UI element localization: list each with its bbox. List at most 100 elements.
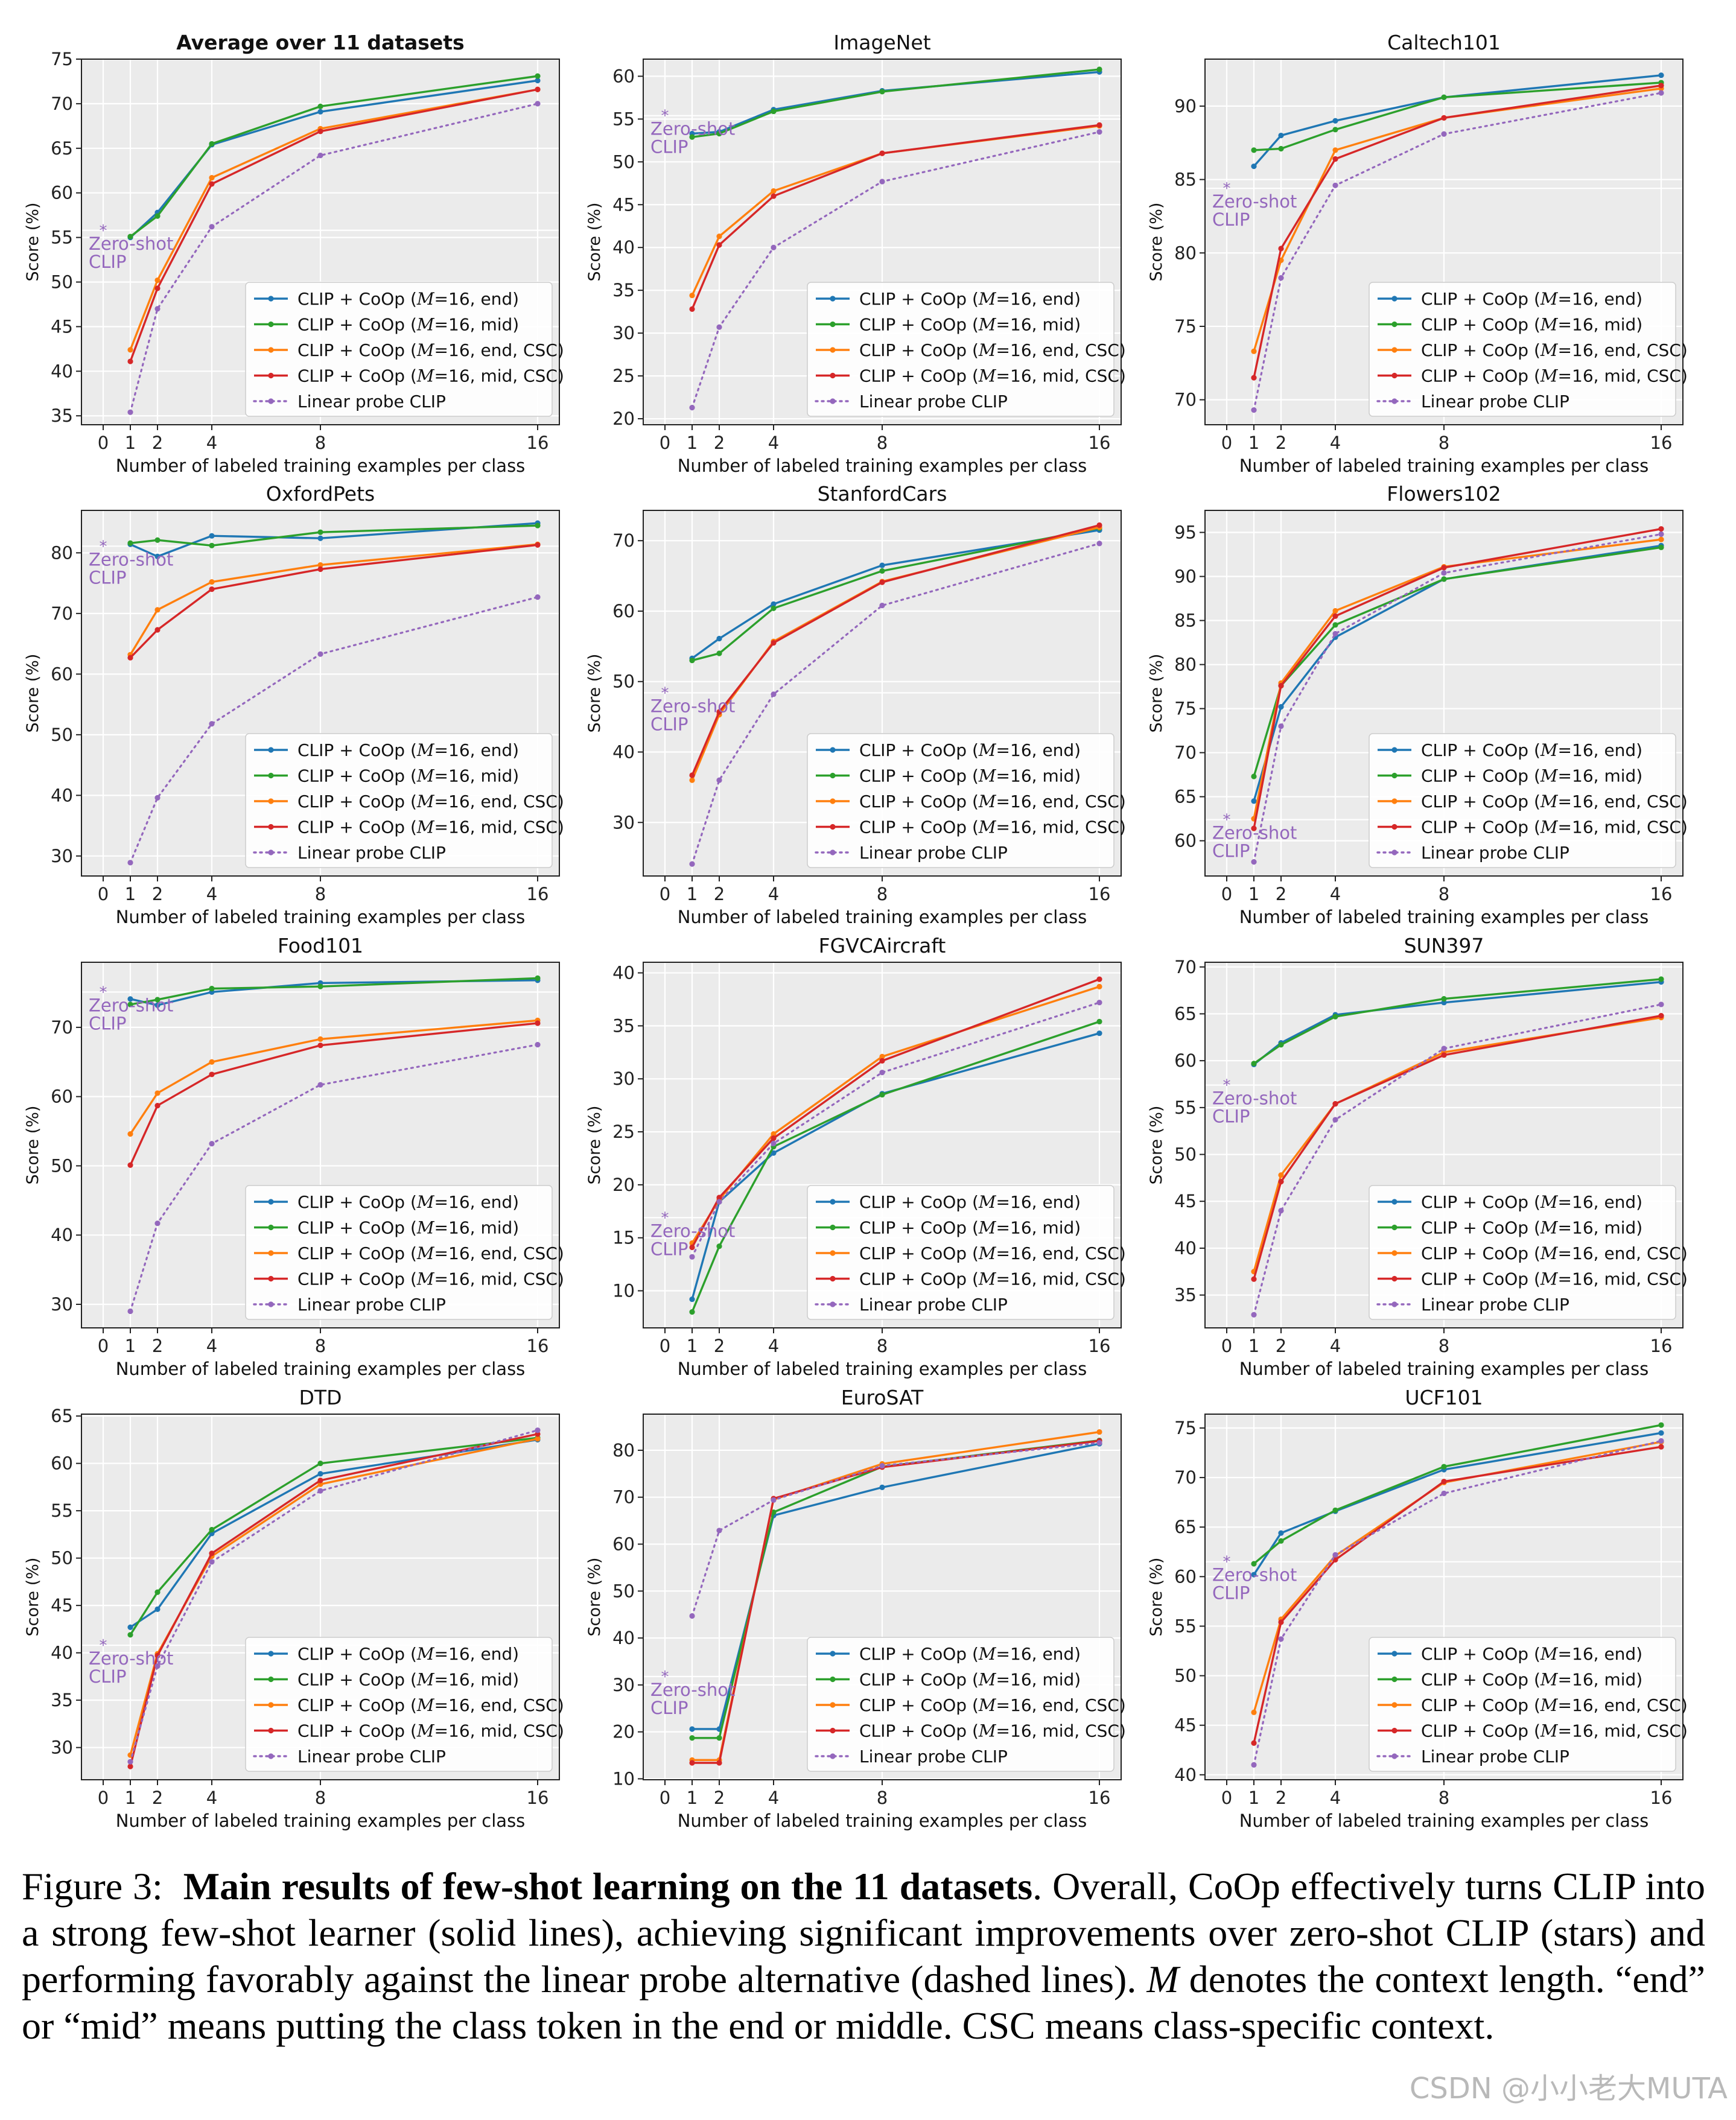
legend-box bbox=[1369, 282, 1676, 417]
y-tick-label: 55 bbox=[1174, 1616, 1197, 1636]
legend-label-end: CLIP + CoOp (M=16, end) bbox=[297, 1644, 519, 1664]
y-tick-label: 85 bbox=[1174, 611, 1197, 631]
chart-svg-caltech101: 70 75 80 85 90 0 1 2 4 8 16 Caltech101 Number of lab… bbox=[1147, 31, 1688, 476]
data-point-mid-csc bbox=[1278, 1179, 1284, 1185]
data-point-mid-csc bbox=[689, 306, 695, 313]
legend-marker-end-csc bbox=[268, 1250, 274, 1256]
data-point-end bbox=[127, 996, 133, 1002]
data-point-mid bbox=[127, 540, 133, 546]
y-tick-label: 60 bbox=[51, 183, 73, 203]
legend-label-mid: CLIP + CoOp (M=16, mid) bbox=[859, 1670, 1081, 1690]
legend-label-end: CLIP + CoOp (M=16, end) bbox=[297, 289, 519, 309]
x-tick-label: 0 bbox=[660, 433, 670, 453]
zero-shot-label: Zero-shot bbox=[89, 995, 173, 1015]
legend-label-end-csc: CLIP + CoOp (M=16, end, CSC) bbox=[859, 340, 1126, 360]
legend-marker-end bbox=[268, 1199, 274, 1205]
y-tick-label: 40 bbox=[612, 741, 635, 762]
x-tick-label: 1 bbox=[125, 884, 136, 904]
legend-label-linear-probe: Linear probe CLIP bbox=[1421, 1295, 1569, 1315]
data-point-mid-csc bbox=[154, 1652, 161, 1658]
data-point-mid-csc bbox=[1278, 1619, 1284, 1625]
x-tick-label: 0 bbox=[1221, 884, 1232, 904]
y-tick-label: 50 bbox=[1174, 1666, 1197, 1686]
zero-shot-label: CLIP bbox=[1212, 841, 1250, 862]
data-point-end-csc bbox=[771, 188, 777, 194]
y-axis-label: Score (%) bbox=[585, 1558, 604, 1637]
legend-label-linear-probe: Linear probe CLIP bbox=[859, 1295, 1008, 1315]
data-point-mid-csc bbox=[127, 358, 133, 364]
data-point-mid-csc bbox=[154, 1102, 161, 1109]
data-point-mid bbox=[154, 537, 161, 543]
y-tick-label: 50 bbox=[51, 1155, 73, 1176]
y-axis-label: Score (%) bbox=[1147, 1558, 1166, 1637]
data-point-linear-probe bbox=[1658, 1001, 1664, 1008]
x-tick-label: 16 bbox=[1650, 433, 1673, 453]
zero-shot-label: CLIP bbox=[89, 252, 126, 272]
caption-text-part2: denotes the context length. “end” or “mi… bbox=[22, 1958, 1706, 2047]
data-point-linear-probe bbox=[535, 1041, 541, 1048]
data-point-end bbox=[1096, 1030, 1102, 1036]
x-axis-label: Number of labeled training examples per … bbox=[678, 455, 1087, 476]
data-point-end-csc bbox=[209, 1059, 215, 1065]
data-point-linear-probe bbox=[1332, 1117, 1338, 1123]
legend-label-end-csc: CLIP + CoOp (M=16, end, CSC) bbox=[859, 792, 1126, 811]
zero-shot-star: * bbox=[100, 222, 107, 240]
x-axis-label: Number of labeled training examples per … bbox=[116, 1811, 526, 1831]
legend-marker-linear-probe bbox=[268, 1753, 274, 1759]
chart-title: OxfordPets bbox=[266, 482, 375, 506]
chart-svg-flowers102: 60 65 70 75 80 85 90 95 0 1 2 4 8 16 Flowers102 Number … bbox=[1147, 482, 1688, 927]
y-tick-label: 50 bbox=[1174, 1144, 1197, 1165]
x-tick-label: 16 bbox=[527, 1336, 549, 1356]
legend-marker-linear-probe bbox=[830, 849, 836, 855]
x-tick-label: 2 bbox=[714, 884, 725, 904]
data-point-linear-probe bbox=[1096, 541, 1102, 547]
legend-marker-mid-csc bbox=[268, 1727, 274, 1734]
data-point-mid-csc bbox=[1096, 122, 1102, 128]
data-point-mid bbox=[1332, 1507, 1338, 1513]
y-tick-label: 40 bbox=[51, 1643, 73, 1663]
x-tick-label: 16 bbox=[1650, 1788, 1673, 1808]
y-tick-label: 70 bbox=[612, 1487, 635, 1508]
x-tick-label: 2 bbox=[152, 433, 163, 453]
y-tick-label: 50 bbox=[612, 671, 635, 692]
zero-shot-star: * bbox=[661, 684, 669, 702]
data-point-end bbox=[317, 535, 323, 541]
chart-title: ImageNet bbox=[833, 31, 930, 54]
x-tick-label: 2 bbox=[1276, 433, 1286, 453]
y-tick-label: 65 bbox=[51, 1406, 73, 1426]
legend-marker-mid bbox=[1391, 1224, 1397, 1231]
data-point-linear-probe bbox=[1332, 630, 1338, 637]
chart-svg-ucf101: 40 45 50 55 60 65 70 75 0 1 2 4 8 16 UCF101 Number of l… bbox=[1147, 1386, 1688, 1831]
legend-box bbox=[807, 1185, 1114, 1320]
y-tick-label: 60 bbox=[1174, 1050, 1197, 1071]
data-point-linear-probe bbox=[879, 179, 885, 185]
legend-marker-end bbox=[268, 296, 274, 302]
x-tick-label: 1 bbox=[125, 433, 136, 453]
data-point-mid-csc bbox=[1658, 1444, 1664, 1450]
data-point-mid bbox=[535, 522, 541, 528]
legend-marker-mid-csc bbox=[268, 1275, 274, 1282]
data-point-end bbox=[1251, 163, 1257, 170]
x-tick-label: 2 bbox=[1276, 1336, 1286, 1356]
data-point-end-csc bbox=[1251, 1709, 1257, 1715]
data-point-mid-csc bbox=[127, 1162, 133, 1168]
y-tick-label: 65 bbox=[1174, 787, 1197, 807]
x-axis-label: Number of labeled training examples per … bbox=[1239, 455, 1649, 476]
x-tick-label: 1 bbox=[1248, 884, 1259, 904]
data-point-mid bbox=[317, 103, 323, 109]
data-point-linear-probe bbox=[879, 1462, 885, 1469]
data-point-linear-probe bbox=[317, 153, 323, 159]
data-point-linear-probe bbox=[1251, 859, 1257, 865]
data-point-mid bbox=[209, 986, 215, 992]
data-point-mid bbox=[1278, 1538, 1284, 1544]
y-tick-label: 55 bbox=[51, 227, 73, 248]
x-tick-label: 2 bbox=[714, 1788, 725, 1808]
legend-box bbox=[807, 282, 1114, 417]
y-tick-label: 40 bbox=[612, 963, 635, 983]
data-point-mid-csc bbox=[209, 1071, 215, 1077]
data-point-linear-probe bbox=[317, 651, 323, 657]
legend-marker-mid-csc bbox=[1391, 824, 1397, 830]
data-point-mid-csc bbox=[317, 1043, 323, 1049]
y-tick-label: 70 bbox=[51, 94, 73, 114]
watermark: CSDN @小小老大MUTA bbox=[1409, 2072, 1728, 2106]
